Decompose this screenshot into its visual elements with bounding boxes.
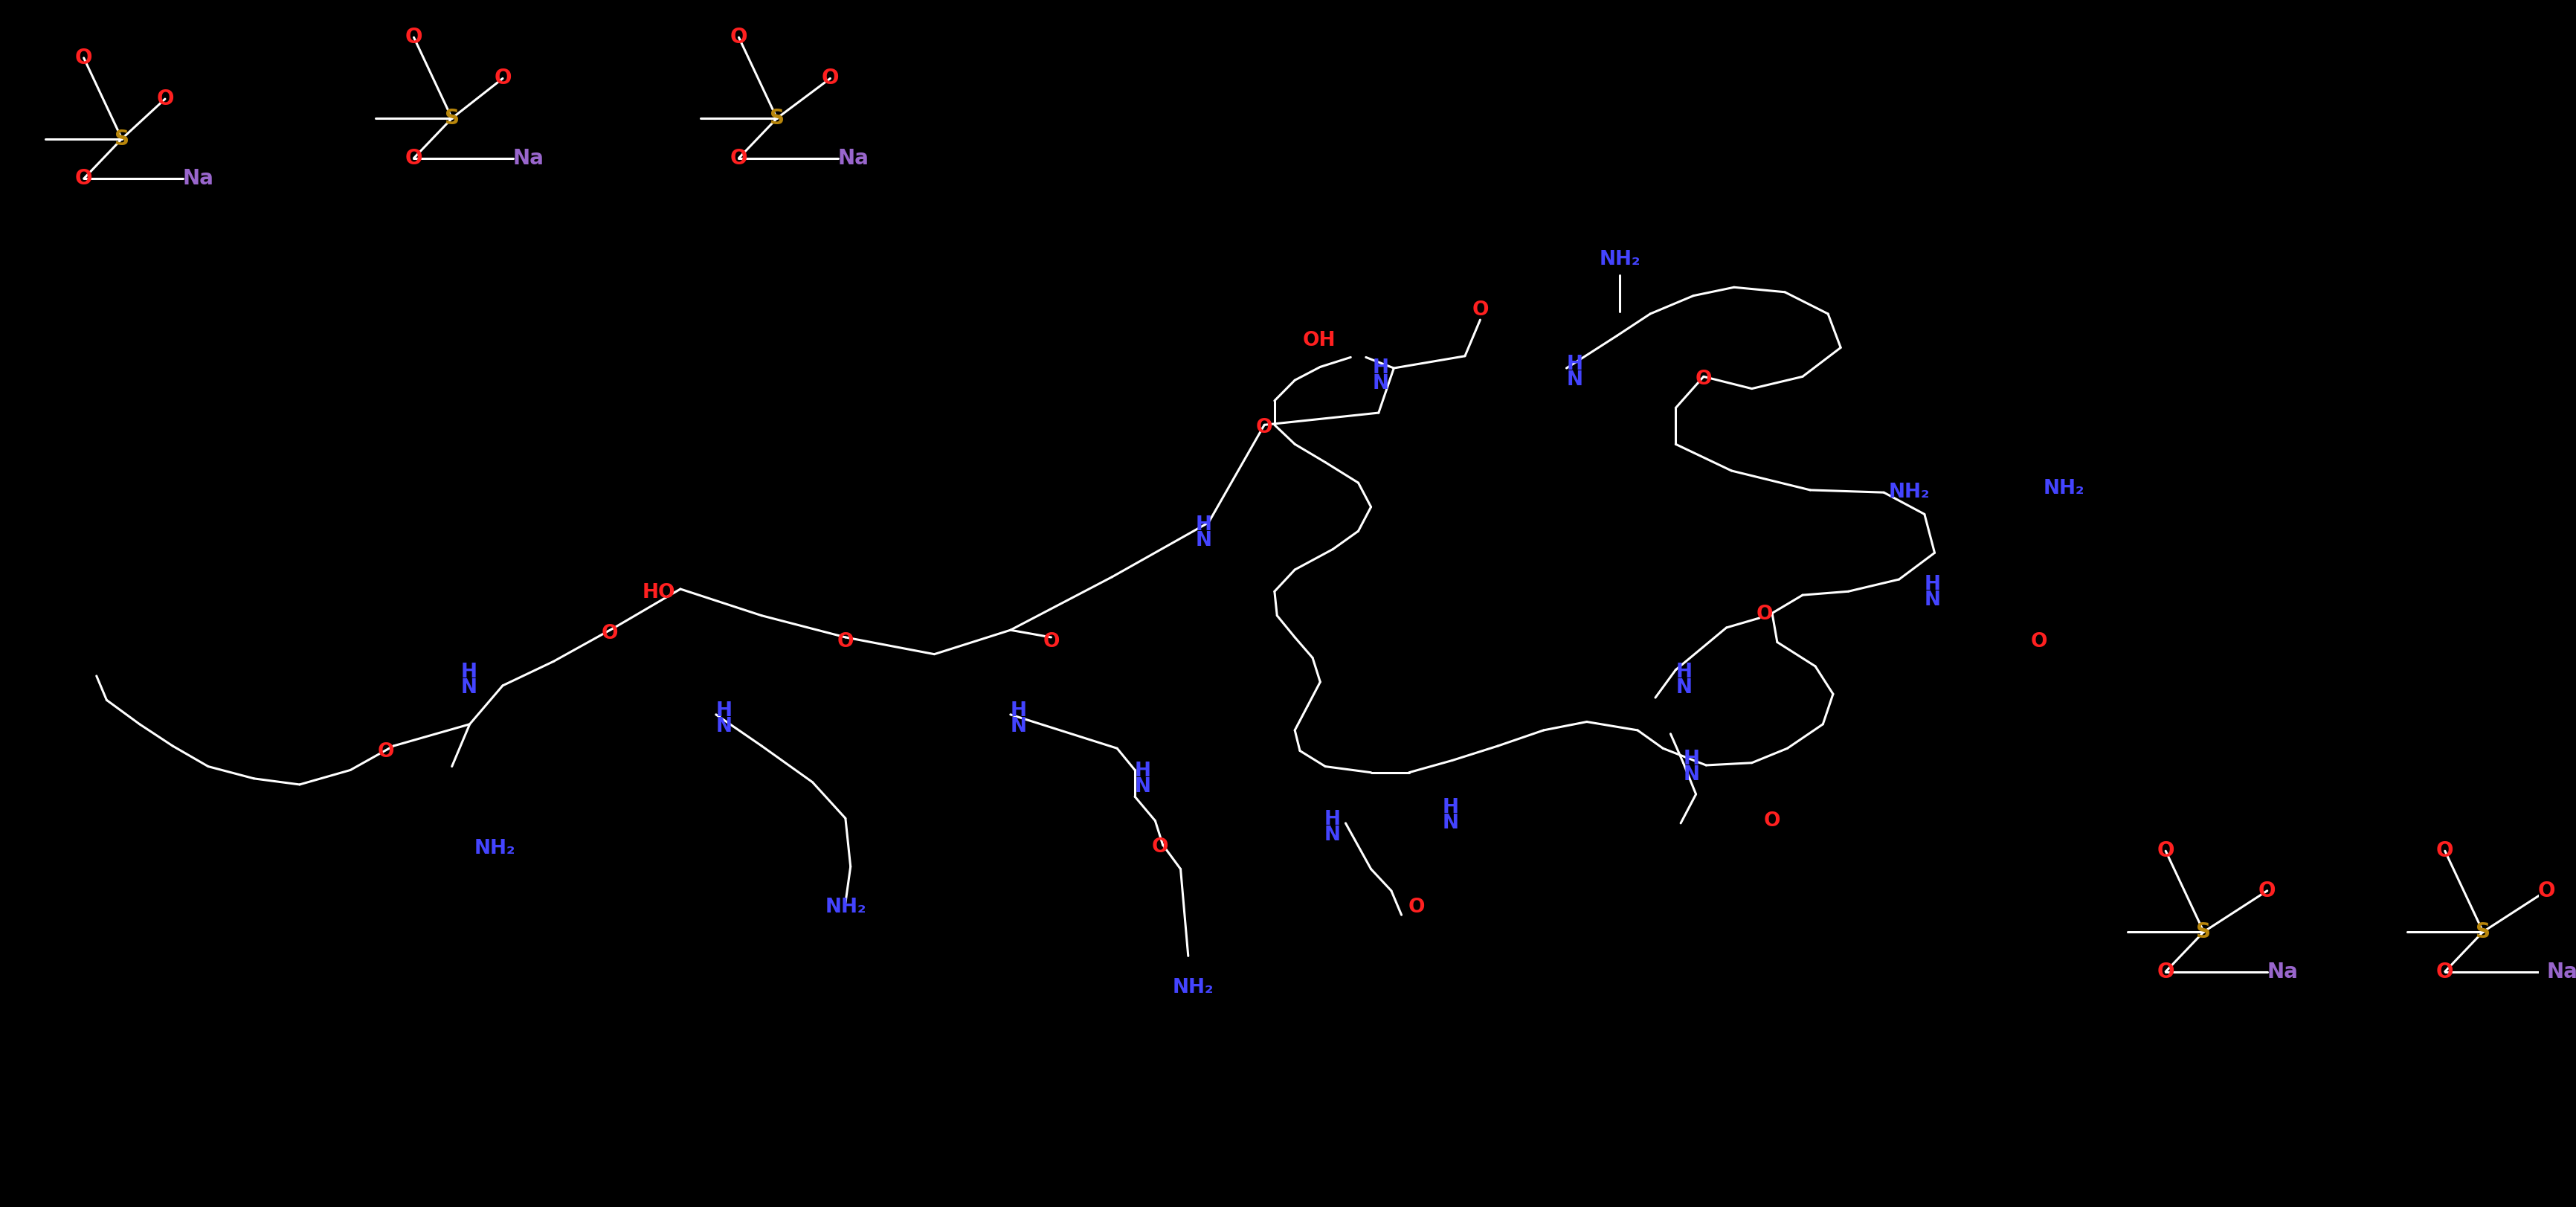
Text: O: O — [1257, 418, 1273, 437]
Text: O: O — [729, 27, 747, 48]
Text: N: N — [1373, 374, 1388, 393]
Text: S: S — [770, 107, 783, 129]
Text: Na: Na — [183, 168, 214, 189]
Text: N: N — [1195, 531, 1211, 550]
Text: N: N — [461, 678, 477, 698]
Text: O: O — [1765, 811, 1780, 830]
Text: N: N — [1674, 678, 1692, 698]
Text: H: H — [716, 701, 732, 721]
Text: Na: Na — [513, 147, 544, 169]
Text: Na: Na — [837, 147, 868, 169]
Text: NH₂: NH₂ — [1888, 483, 1929, 502]
Text: S: S — [113, 128, 129, 150]
Text: N: N — [1566, 371, 1582, 390]
Text: S: S — [2476, 921, 2491, 943]
Text: H: H — [1566, 355, 1582, 374]
Text: O: O — [495, 68, 513, 89]
Text: O: O — [404, 147, 422, 169]
Text: H: H — [461, 663, 477, 682]
Text: O: O — [404, 27, 422, 48]
Text: N: N — [1324, 826, 1340, 845]
Text: N: N — [1443, 814, 1458, 833]
Text: Na: Na — [2548, 961, 2576, 982]
Text: O: O — [2537, 880, 2555, 902]
Text: O: O — [1695, 369, 1713, 389]
Text: H: H — [1010, 701, 1028, 721]
Text: H: H — [1443, 798, 1458, 817]
Text: Na: Na — [2267, 961, 2298, 982]
Text: O: O — [837, 632, 853, 652]
Text: N: N — [1136, 777, 1151, 797]
Text: O: O — [822, 68, 840, 89]
Text: H: H — [1136, 762, 1151, 781]
Text: N: N — [1682, 765, 1700, 785]
Text: O: O — [2437, 961, 2455, 982]
Text: O: O — [1151, 838, 1170, 857]
Text: O: O — [2030, 632, 2048, 652]
Text: N: N — [716, 717, 732, 736]
Text: O: O — [729, 147, 747, 169]
Text: N: N — [1010, 717, 1028, 736]
Text: H: H — [1195, 515, 1211, 535]
Text: O: O — [2437, 840, 2455, 862]
Text: O: O — [1471, 301, 1489, 320]
Text: O: O — [157, 88, 173, 110]
Text: O: O — [75, 168, 93, 189]
Text: N: N — [1924, 590, 1940, 610]
Text: H: H — [1674, 663, 1692, 682]
Text: H: H — [1324, 810, 1340, 829]
Text: S: S — [446, 107, 459, 129]
Text: NH₂: NH₂ — [824, 898, 866, 917]
Text: OH: OH — [1303, 331, 1334, 350]
Text: O: O — [1409, 898, 1425, 917]
Text: O: O — [2156, 840, 2174, 862]
Text: O: O — [379, 742, 394, 762]
Text: NH₂: NH₂ — [1600, 250, 1641, 269]
Text: NH₂: NH₂ — [1172, 978, 1213, 997]
Text: NH₂: NH₂ — [474, 839, 515, 858]
Text: H: H — [1924, 575, 1940, 594]
Text: O: O — [75, 47, 93, 69]
Text: H: H — [1373, 358, 1388, 378]
Text: O: O — [2259, 880, 2277, 902]
Text: NH₂: NH₂ — [2043, 479, 2084, 498]
Text: O: O — [2156, 961, 2174, 982]
Text: O: O — [600, 624, 618, 643]
Text: O: O — [1757, 605, 1772, 624]
Text: HO: HO — [641, 583, 675, 602]
Text: H: H — [1682, 750, 1700, 769]
Text: S: S — [2197, 921, 2210, 943]
Text: O: O — [1043, 632, 1059, 652]
